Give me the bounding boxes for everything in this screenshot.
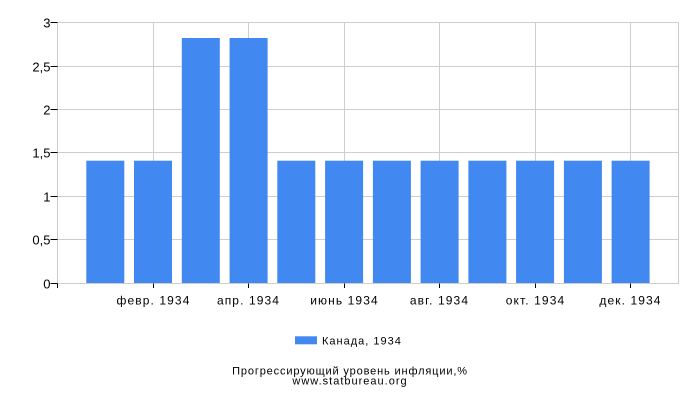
svg-text:июнь 1934: июнь 1934 [310, 294, 379, 308]
svg-text:Прогрессирующий уровень инфляц: Прогрессирующий уровень инфляции,% [232, 366, 468, 378]
svg-text:1,5: 1,5 [32, 146, 50, 161]
svg-text:1: 1 [43, 190, 50, 205]
svg-text:Канада, 1934: Канада, 1934 [322, 336, 402, 348]
svg-text:февр. 1934: февр. 1934 [117, 294, 191, 308]
svg-text:апр. 1934: апр. 1934 [217, 294, 280, 308]
svg-text:2: 2 [43, 103, 50, 118]
svg-text:0: 0 [43, 277, 50, 292]
svg-text:авг. 1934: авг. 1934 [410, 294, 469, 308]
svg-text:www.statbureau.org: www.statbureau.org [291, 376, 407, 388]
svg-text:окт. 1934: окт. 1934 [506, 294, 566, 308]
svg-text:2,5: 2,5 [32, 60, 50, 75]
svg-text:дек. 1934: дек. 1934 [599, 294, 661, 308]
svg-text:0,5: 0,5 [32, 233, 50, 248]
svg-text:3: 3 [43, 16, 50, 31]
